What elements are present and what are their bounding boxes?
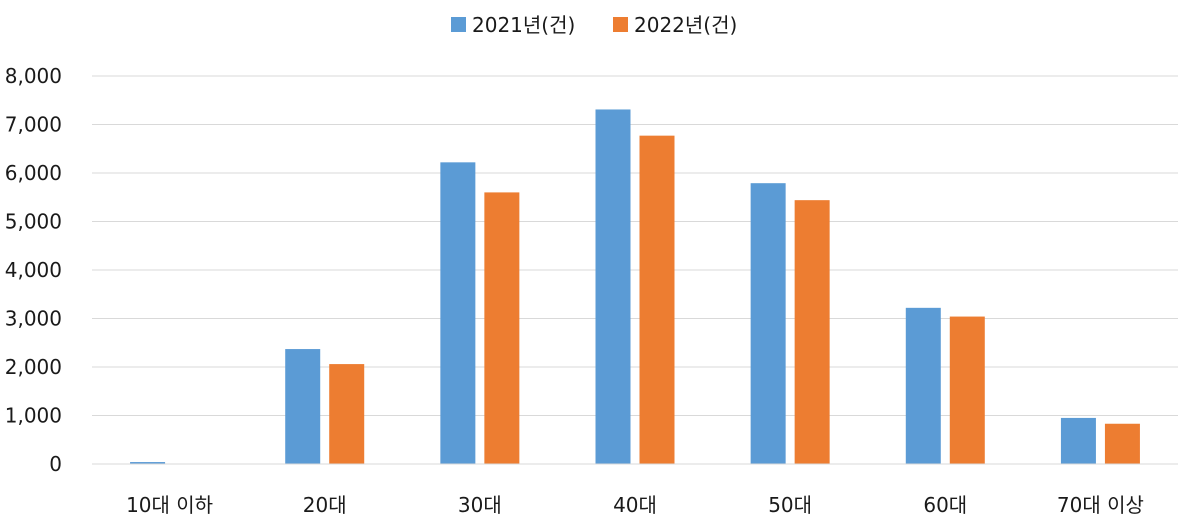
bar-series1-cat4 xyxy=(794,200,830,464)
legend-swatch-2022 xyxy=(613,17,628,32)
legend-label-2021: 2021년(건) xyxy=(472,13,575,37)
y-tick-label: 8,000 xyxy=(5,64,62,88)
chart-legend: 2021년(건) 2022년(건) xyxy=(451,13,737,37)
legend-label-2022: 2022년(건) xyxy=(634,13,737,37)
bar-series1-cat5 xyxy=(949,316,985,464)
x-axis: 10대 이하 20대 30대 40대 50대 60대 70대 이상 xyxy=(92,463,1178,517)
y-tick-label: 6,000 xyxy=(5,161,62,185)
bar-series0-cat2 xyxy=(440,162,476,464)
x-tick-label: 40대 xyxy=(613,493,657,517)
bars xyxy=(130,109,1140,464)
y-tick-label: 4,000 xyxy=(5,258,62,282)
bar-series0-cat1 xyxy=(285,349,321,464)
bar-series0-cat0 xyxy=(130,462,166,464)
legend-swatch-2021 xyxy=(451,17,466,32)
bar-series0-cat3 xyxy=(595,109,631,464)
y-tick-label: 5,000 xyxy=(5,210,62,234)
bar-series1-cat2 xyxy=(484,192,520,464)
bar-series1-cat6 xyxy=(1104,423,1140,464)
x-tick-label: 70대 이상 xyxy=(1057,493,1144,517)
bar-series0-cat5 xyxy=(905,307,941,464)
bar-series0-cat4 xyxy=(750,183,786,464)
y-tick-label: 1,000 xyxy=(5,404,62,428)
x-tick-label: 50대 xyxy=(768,493,812,517)
bar-series0-cat6 xyxy=(1060,417,1096,464)
bar-series1-cat1 xyxy=(329,364,365,464)
y-tick-label: 7,000 xyxy=(5,113,62,137)
x-tick-label: 60대 xyxy=(923,493,967,517)
y-tick-label: 0 xyxy=(49,452,62,476)
x-tick-label: 30대 xyxy=(458,493,502,517)
x-tick-label: 10대 이하 xyxy=(126,493,213,517)
bar-series1-cat3 xyxy=(639,135,675,464)
y-tick-label: 2,000 xyxy=(5,355,62,379)
y-axis: 0 1,000 2,000 3,000 4,000 5,000 6,000 7,000 8,00… xyxy=(5,64,62,476)
y-tick-label: 3,000 xyxy=(5,307,62,331)
x-tick-label: 20대 xyxy=(303,493,347,517)
gridlines xyxy=(92,75,1178,465)
